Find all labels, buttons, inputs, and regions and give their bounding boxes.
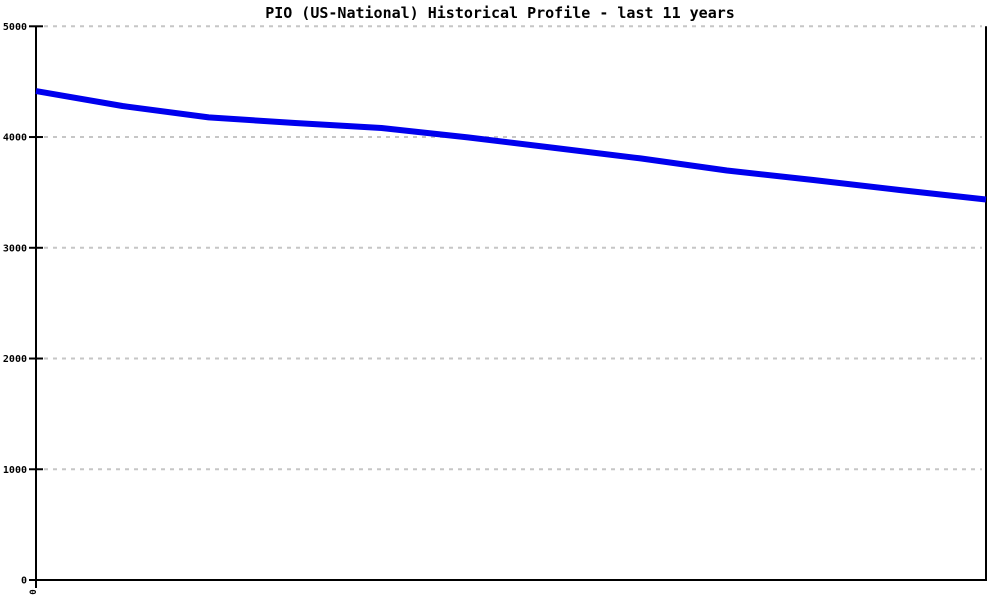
y-tick-label-2000: 2000 [3, 354, 27, 365]
y-tick-label-5000: 5000 [3, 22, 27, 33]
y-tick-label-1000: 1000 [3, 465, 27, 476]
y-tick-label-0: 0 [21, 576, 27, 587]
x-tick-label-0: 0 [29, 589, 39, 594]
y-tick-label-4000: 4000 [3, 133, 27, 144]
chart-title: PIO (US-National) Historical Profile - l… [265, 4, 735, 22]
data-line-pio [35, 88, 987, 203]
y-tick-label-3000: 3000 [3, 243, 27, 254]
